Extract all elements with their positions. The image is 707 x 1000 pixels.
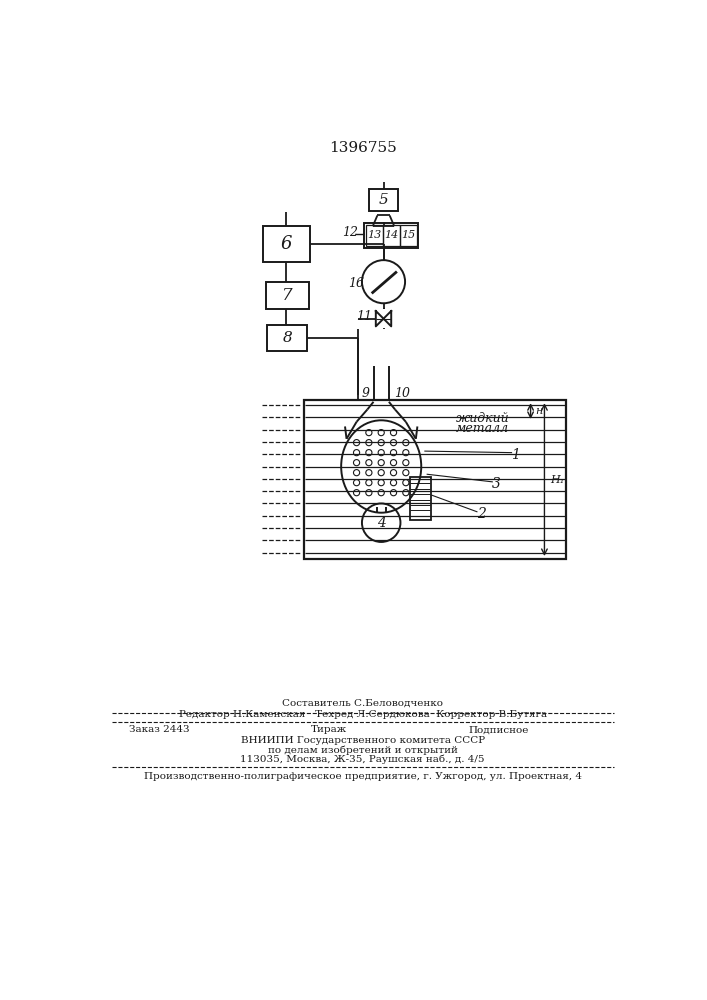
Text: Подписное: Подписное [468,725,528,734]
Text: н: н [535,406,542,416]
Text: 5: 5 [379,193,388,207]
Bar [382,225,399,246]
Bar [364,223,418,248]
Bar [304,400,566,559]
Text: ВНИИПИ Государственного комитета СССР: ВНИИПИ Государственного комитета СССР [240,736,485,745]
Text: 12: 12 [342,226,358,239]
Text: 13: 13 [367,231,381,240]
Text: металл: металл [456,422,510,435]
Text: по делам изобретений и открытий: по делам изобретений и открытий [268,745,457,755]
Text: Производственно-полиграфическое предприятие, г. Ужгород, ул. Проектная, 4: Производственно-полиграфическое предприя… [144,772,582,781]
Text: 1396755: 1396755 [329,141,397,155]
Text: 2: 2 [477,507,486,521]
Bar [369,189,398,211]
Text: 6: 6 [281,235,292,253]
Text: 3: 3 [492,477,501,491]
Text: H₁: H₁ [550,475,564,485]
Text: 4: 4 [377,516,385,530]
Bar [399,225,416,246]
Text: 11: 11 [356,310,373,323]
Bar [267,325,308,351]
Text: 8: 8 [282,331,292,345]
Text: Тираж: Тираж [311,725,347,734]
Text: 10: 10 [394,387,410,400]
Text: 14: 14 [384,231,398,240]
Bar [409,477,431,520]
Bar [262,226,310,262]
Text: 1: 1 [512,448,520,462]
Text: Заказ 2443: Заказ 2443 [129,725,189,734]
Text: 113035, Москва, Ж-35, Раушская наб., д. 4/5: 113035, Москва, Ж-35, Раушская наб., д. … [240,754,485,764]
Bar [266,282,309,309]
Text: 9: 9 [362,387,370,400]
Text: Составитель С.Беловодченко: Составитель С.Беловодченко [282,699,443,708]
Text: 16: 16 [348,277,364,290]
Bar [366,225,382,246]
Text: жидкий: жидкий [456,412,510,425]
Text: 15: 15 [401,231,415,240]
Text: 7: 7 [282,287,293,304]
Text: Редактор Н.Каменская   Техред Л.Сердюкова  Корректор В.Бутяга: Редактор Н.Каменская Техред Л.Сердюкова … [179,710,547,719]
